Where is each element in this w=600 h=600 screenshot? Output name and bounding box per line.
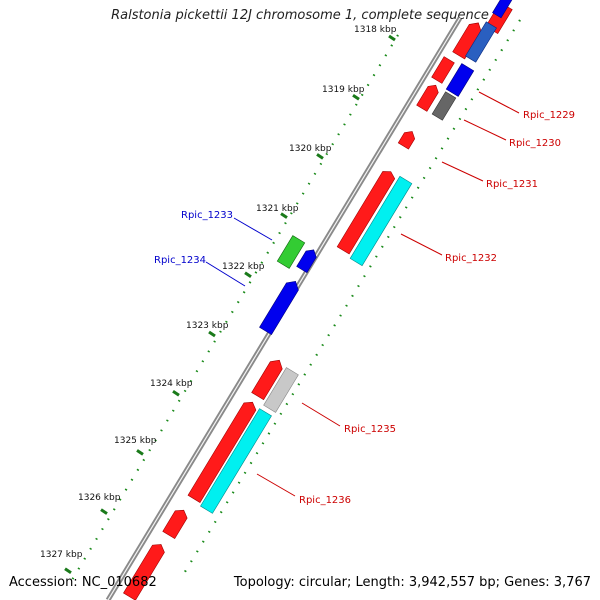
- tick-mark: [100, 508, 108, 515]
- tick-label-1325: 1325 kbp: [114, 436, 157, 446]
- gene-label-rpic-1235[interactable]: Rpic_1235: [344, 424, 396, 435]
- tick-mark: [244, 271, 252, 279]
- feature-rpic-1231[interactable]: [397, 128, 417, 150]
- tick-labels: 1318 kbp 1319 kbp 1320 kbp 1321 kbp 1322…: [40, 25, 397, 560]
- tick-label-1320: 1320 kbp: [289, 144, 332, 154]
- tick-label-1319: 1319 kbp: [322, 85, 365, 95]
- feature-rpic-1230-red[interactable]: [416, 82, 441, 112]
- tick-label-1327: 1327 kbp: [40, 550, 83, 560]
- gene-label-rpic-1229[interactable]: Rpic_1229: [523, 110, 575, 121]
- gene-label-rpic-1231[interactable]: Rpic_1231: [486, 179, 538, 190]
- tick-mark: [172, 389, 180, 397]
- feature-rpic-1236-cyan[interactable]: [200, 408, 272, 514]
- gene-labels: Rpic_1229 Rpic_1230 Rpic_1231 Rpic_1232 …: [154, 91, 575, 506]
- tick-label-1326: 1326 kbp: [78, 493, 121, 503]
- gene-label-rpic-1236[interactable]: Rpic_1236: [299, 495, 351, 506]
- gene-label-rpic-1232[interactable]: Rpic_1232: [445, 253, 497, 264]
- tick-mark: [352, 93, 360, 101]
- tick-label-1323: 1323 kbp: [186, 321, 229, 331]
- feature-red-top-1[interactable]: [452, 19, 485, 60]
- feature-blue-top-1[interactable]: [465, 21, 497, 63]
- outer-scale: [71, 34, 399, 581]
- feature-blue-top-2[interactable]: [492, 0, 514, 19]
- feature-rpic-1229-blue[interactable]: [445, 63, 475, 97]
- feature-rpic-1229-red[interactable]: [431, 56, 455, 84]
- gene-label-rpic-1233[interactable]: Rpic_1233: [181, 210, 233, 221]
- tick-label-1318: 1318 kbp: [354, 25, 397, 35]
- gene-label-rpic-1230[interactable]: Rpic_1230: [509, 138, 561, 149]
- accession-label: Accession: NC_010682: [9, 575, 157, 590]
- feature-rpic-1234[interactable]: [259, 278, 302, 335]
- gene-label-rpic-1234[interactable]: Rpic_1234: [154, 255, 206, 266]
- feature-red-lower-2[interactable]: [123, 541, 167, 600]
- tick-label-1321: 1321 kbp: [256, 204, 299, 214]
- gene-features: [123, 0, 514, 600]
- feature-rpic-1235-red[interactable]: [251, 357, 286, 401]
- feature-rpic-1236-red[interactable]: [187, 399, 259, 503]
- feature-rpic-1233-blue[interactable]: [296, 247, 319, 274]
- tick-mark: [208, 330, 216, 338]
- map-title: Ralstonia pickettii 12J chromosome 1, co…: [111, 8, 489, 23]
- feature-rpic-1230-gray[interactable]: [431, 91, 457, 121]
- feature-rpic-1233-green[interactable]: [276, 235, 306, 269]
- tick-mark: [136, 449, 144, 456]
- tick-mark: [388, 34, 396, 42]
- feature-rpic-1235-gray[interactable]: [263, 367, 299, 413]
- topology-summary: Topology: circular; Length: 3,942,557 bp…: [233, 575, 591, 590]
- tick-mark: [316, 153, 324, 160]
- feature-rpic-1232-red[interactable]: [336, 168, 397, 255]
- tick-label-1322: 1322 kbp: [222, 262, 265, 272]
- feature-red-lower-1[interactable]: [162, 507, 190, 540]
- tick-marks: [64, 34, 396, 575]
- tick-mark: [64, 567, 72, 575]
- tick-mark: [280, 212, 288, 219]
- tick-label-1324: 1324 kbp: [150, 379, 193, 389]
- feature-rpic-1232-cyan[interactable]: [349, 175, 413, 267]
